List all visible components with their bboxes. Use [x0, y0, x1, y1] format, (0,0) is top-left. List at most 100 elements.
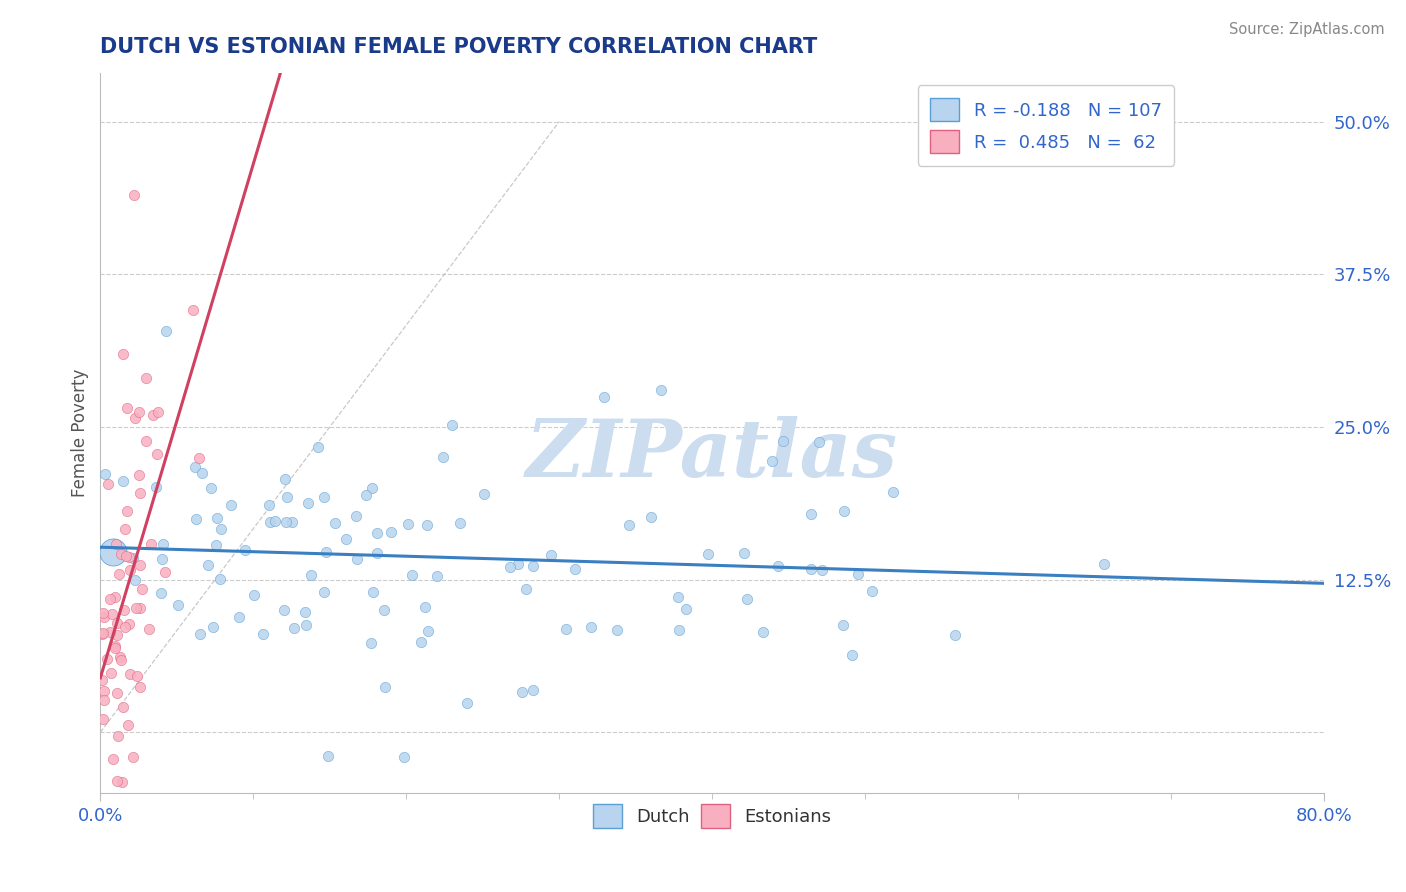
Point	[456, 696, 478, 710]
Point	[124, 410, 146, 425]
Point	[91, 673, 114, 687]
Point	[98, 624, 121, 639]
Point	[252, 627, 274, 641]
Point	[111, 475, 134, 489]
Point	[122, 187, 145, 202]
Point	[522, 558, 544, 573]
Point	[396, 517, 419, 532]
Point	[650, 383, 672, 397]
Point	[114, 522, 136, 536]
Point	[112, 699, 135, 714]
Point	[761, 454, 783, 468]
Point	[103, 641, 125, 656]
Point	[281, 515, 304, 529]
Point	[183, 460, 205, 475]
Point	[101, 544, 124, 558]
Point	[91, 625, 114, 640]
Point	[522, 682, 544, 697]
Point	[93, 693, 115, 707]
Point	[392, 749, 415, 764]
Point	[205, 511, 228, 525]
Point	[243, 588, 266, 602]
Point	[108, 566, 131, 581]
Point	[808, 435, 831, 450]
Point	[640, 510, 662, 524]
Point	[105, 773, 128, 788]
Point	[93, 684, 115, 698]
Point	[96, 652, 118, 666]
Point	[259, 516, 281, 530]
Point	[98, 592, 121, 607]
Point	[335, 532, 357, 546]
Point	[122, 551, 145, 566]
Point	[356, 488, 378, 502]
Point	[93, 798, 115, 813]
Point	[128, 405, 150, 419]
Point	[105, 628, 128, 642]
Point	[283, 621, 305, 635]
Point	[1092, 557, 1115, 571]
Point	[374, 680, 396, 694]
Point	[366, 526, 388, 541]
Point	[118, 617, 141, 632]
Point	[100, 665, 122, 680]
Point	[499, 560, 522, 574]
Point	[111, 774, 134, 789]
Point	[668, 624, 690, 638]
Point	[97, 477, 120, 491]
Point	[380, 525, 402, 540]
Point	[943, 627, 966, 641]
Point	[366, 546, 388, 560]
Point	[112, 603, 135, 617]
Point	[91, 712, 114, 726]
Point	[617, 518, 640, 533]
Point	[416, 517, 439, 532]
Point	[125, 669, 148, 683]
Point	[515, 582, 537, 596]
Point	[135, 371, 157, 385]
Point	[606, 624, 628, 638]
Point	[508, 557, 530, 571]
Point	[146, 447, 169, 461]
Point	[167, 598, 190, 612]
Point	[401, 568, 423, 582]
Point	[832, 618, 855, 632]
Point	[209, 572, 232, 586]
Point	[274, 472, 297, 486]
Point	[832, 504, 855, 518]
Point	[104, 639, 127, 653]
Point	[101, 752, 124, 766]
Point	[449, 516, 471, 531]
Point	[472, 487, 495, 501]
Point	[314, 490, 336, 504]
Point	[564, 562, 586, 576]
Point	[810, 563, 832, 577]
Point	[153, 565, 176, 579]
Point	[440, 417, 463, 432]
Point	[105, 686, 128, 700]
Text: ZIPatlas: ZIPatlas	[526, 416, 898, 493]
Point	[115, 401, 138, 415]
Point	[841, 648, 863, 662]
Point	[188, 451, 211, 466]
Point	[145, 480, 167, 494]
Point	[301, 568, 323, 582]
Point	[228, 609, 250, 624]
Point	[122, 750, 145, 764]
Point	[112, 346, 135, 360]
Point	[94, 467, 117, 482]
Point	[295, 617, 318, 632]
Point	[125, 601, 148, 615]
Point	[101, 607, 124, 622]
Point	[593, 390, 616, 404]
Point	[257, 498, 280, 512]
Point	[148, 405, 170, 419]
Point	[118, 549, 141, 564]
Point	[360, 636, 382, 650]
Point	[128, 485, 150, 500]
Point	[273, 603, 295, 617]
Point	[315, 545, 337, 559]
Point	[135, 434, 157, 448]
Point	[882, 484, 904, 499]
Point	[128, 558, 150, 572]
